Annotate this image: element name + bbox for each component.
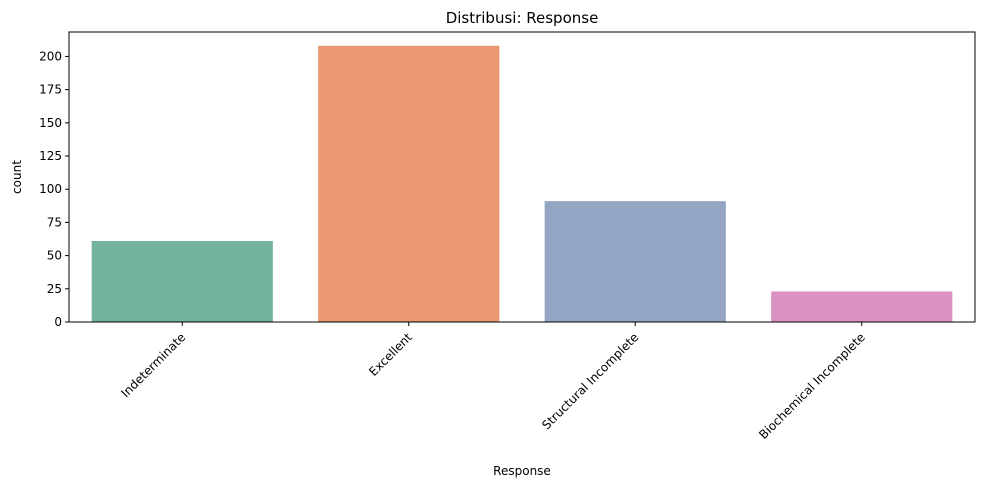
x-tick-label: Structural Incomplete [539,330,641,432]
bar-biochemical-incomplete [771,291,953,322]
y-tick-label: 100 [39,182,62,196]
y-tick-label: 50 [47,249,62,263]
bar-structural-incomplete [544,201,726,322]
y-axis: 0 25 50 75 100 125 150 175 200 [39,49,69,329]
chart-title: Distribusi: Response [446,9,599,27]
y-tick-label: 175 [39,83,62,97]
y-tick-label: 0 [54,315,62,329]
x-tick-label: Excellent [366,330,415,379]
bars [91,45,953,323]
bar-excellent [318,45,500,323]
y-tick-label: 125 [39,149,62,163]
x-axis-label: Response [493,464,551,478]
x-tick-label: Biochemical Incomplete [756,330,868,442]
y-tick-label: 25 [47,282,62,296]
y-tick-label: 75 [47,215,62,229]
x-tick-label: Indeterminate [118,330,188,400]
plot-frame [68,31,976,323]
y-tick-label: 150 [39,116,62,130]
x-axis: Indeterminate Excellent Structural Incompl… [118,322,868,442]
bar-indeterminate [91,241,273,322]
y-axis-label: count [10,160,24,194]
y-tick-label: 200 [39,49,62,63]
